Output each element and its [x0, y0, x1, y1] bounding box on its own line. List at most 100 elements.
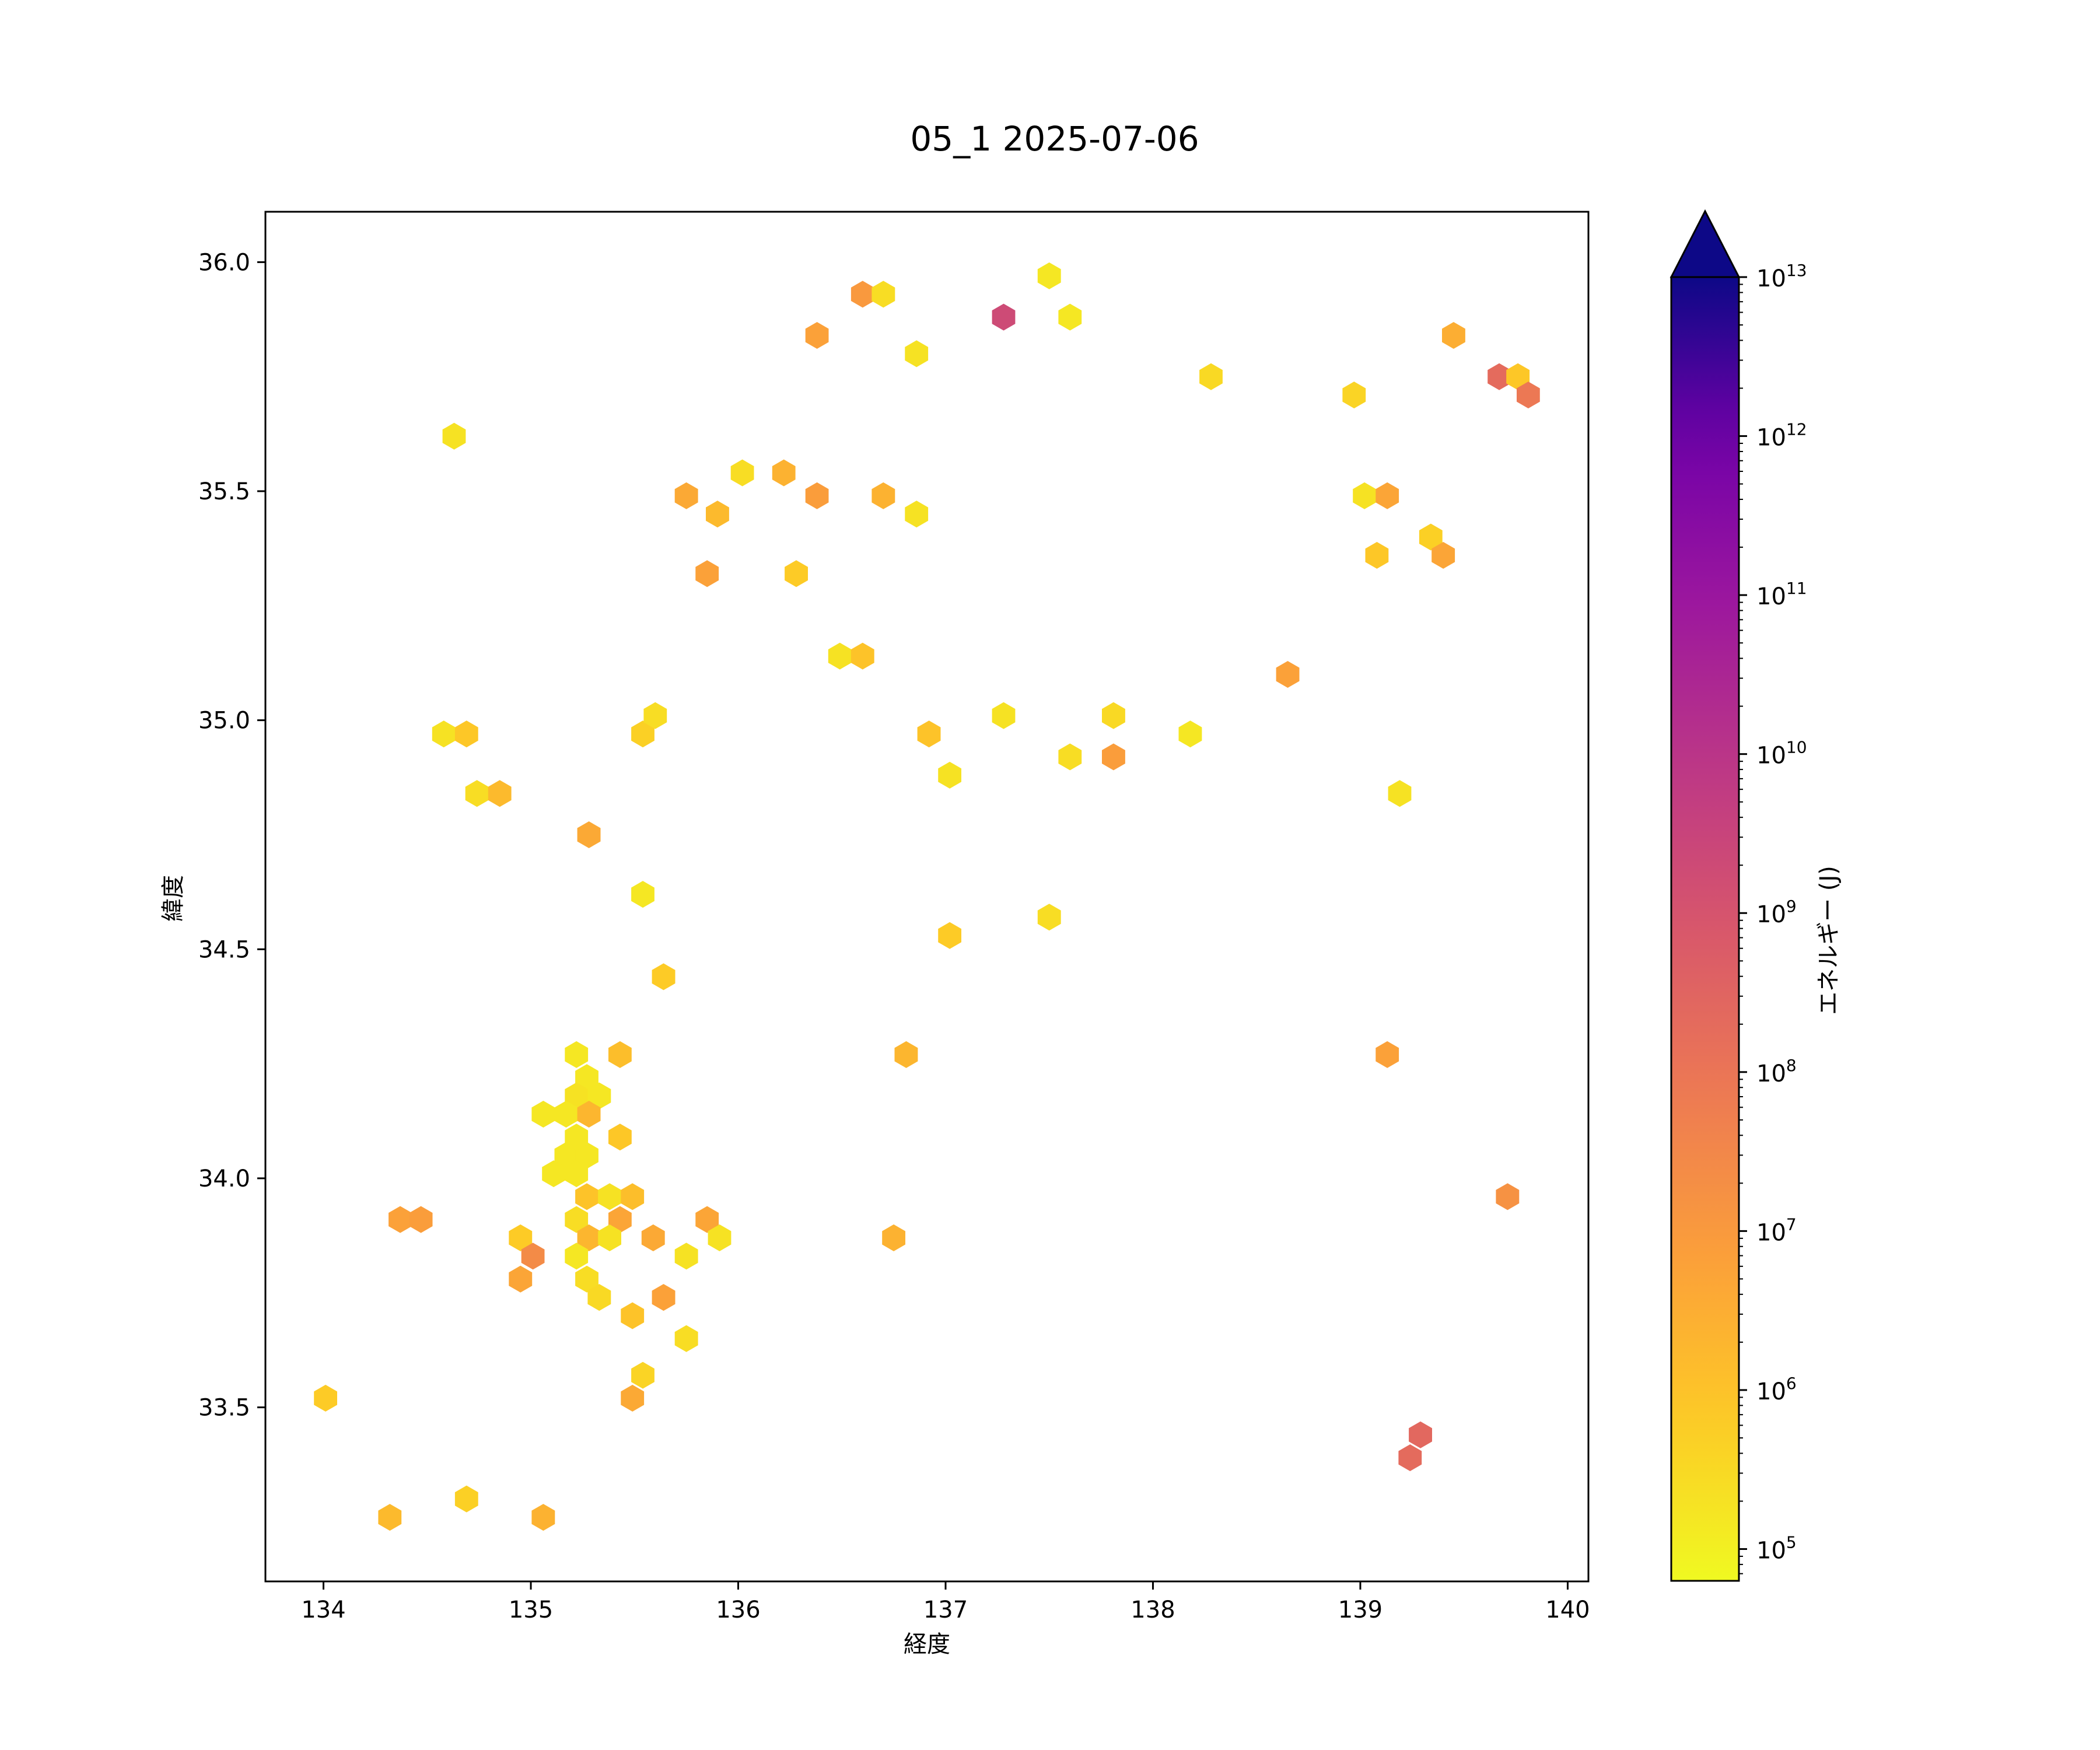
hexbin-cell — [608, 1041, 632, 1068]
hexbin-cell — [1178, 720, 1202, 748]
hexbin-cell — [575, 1265, 598, 1293]
y-tick-label: 35.0 — [198, 708, 250, 734]
hexbin-cell — [1365, 542, 1389, 569]
colorbar-gradient — [1670, 276, 1740, 1582]
hexbin-cell — [531, 1504, 555, 1531]
hexbin-cell — [785, 560, 808, 587]
hexbin-cell — [565, 1082, 589, 1110]
hexbin-cell — [554, 1142, 578, 1169]
x-axis-label: 経度 — [904, 1631, 950, 1658]
hexbin-cell — [641, 1224, 665, 1251]
hexbin-cell — [905, 340, 929, 368]
hexbin-cell — [531, 1101, 555, 1128]
hexbin-cell — [608, 1124, 632, 1151]
hexbin-cell — [378, 1504, 402, 1531]
hexbin-cell — [1376, 482, 1399, 509]
hexbin-cell — [1506, 363, 1530, 390]
y-tick-label: 33.5 — [198, 1395, 250, 1422]
hexbin-cell — [882, 1224, 905, 1251]
hexbin-cell — [465, 780, 489, 807]
hexbin-cell — [565, 1124, 589, 1151]
hexbin-cell — [432, 720, 456, 748]
hexbin-cell — [1398, 1444, 1422, 1471]
hexbin-cell — [598, 1224, 621, 1251]
hexbin-cell — [917, 720, 941, 748]
hexbin-cell — [772, 459, 796, 487]
colorbar-tick-label: 107 — [1756, 1214, 1797, 1246]
hexbin-cell — [621, 1384, 645, 1412]
hexbin-cell — [992, 702, 1016, 729]
chart-title: 05_1 2025-07-06 — [910, 119, 1199, 159]
y-axis-label: 緯度 — [160, 875, 187, 922]
hexbin-cell — [1388, 780, 1412, 807]
hexbin-cell — [1037, 262, 1061, 289]
hexbin-cell — [706, 501, 729, 528]
hexbin-cell — [1376, 1041, 1399, 1068]
x-axis: 134 135 136 137 138 139 140 — [301, 1581, 1590, 1623]
x-tick-label: 138 — [1130, 1597, 1175, 1623]
hexbin-cell — [643, 702, 667, 729]
hexbin-cell — [1199, 363, 1223, 390]
x-tick-label: 137 — [923, 1597, 968, 1623]
hexbin-cell — [1342, 382, 1366, 409]
hexbin-cell — [1432, 542, 1455, 569]
colorbar: 105 106 107 108 109 1010 1011 1012 1013 エネルギー (J… — [1670, 209, 1842, 1582]
hexbin-cell — [565, 1206, 589, 1233]
hexbin-cell — [454, 1485, 478, 1513]
hexbin-cell — [454, 720, 478, 748]
hexbin-cell — [695, 560, 719, 587]
x-tick-label: 140 — [1545, 1597, 1590, 1623]
y-tick-label: 35.5 — [198, 478, 250, 505]
hexbin-cell — [695, 1206, 719, 1233]
hexbin-cell — [1037, 904, 1061, 931]
hexbin-cell — [587, 1082, 611, 1110]
hexbin-cell — [805, 482, 829, 509]
hexbin-cell — [631, 720, 654, 748]
hexbin-cell — [1496, 1183, 1520, 1210]
hexbin-cell — [509, 1265, 533, 1293]
hexbin-cell — [1058, 743, 1082, 771]
hexbin-cell — [509, 1224, 533, 1251]
x-tick-label: 136 — [716, 1597, 760, 1623]
x-tick-label: 135 — [509, 1597, 553, 1623]
colorbar-tick-label: 109 — [1756, 897, 1797, 928]
hexbin-cell — [1058, 303, 1082, 331]
colorbar-tick-label: 105 — [1756, 1532, 1797, 1564]
hexbin-cell — [409, 1206, 433, 1233]
colorbar-tick-label: 1013 — [1756, 261, 1807, 292]
y-tick-label: 34.0 — [198, 1166, 250, 1192]
hexbin-cell — [631, 1362, 654, 1389]
hexbin-cell — [575, 1064, 598, 1091]
hexbin-cell — [674, 1242, 698, 1270]
hexbin-cell — [575, 1142, 598, 1169]
hexbin-cell — [674, 1325, 698, 1352]
hexbin-cell — [850, 281, 874, 308]
hexbin-cell — [488, 780, 512, 807]
hexbin-cell — [938, 761, 961, 789]
hexbin-cells — [314, 262, 1540, 1531]
hexbin-cell — [565, 1160, 589, 1188]
hexbin-cell — [575, 1183, 598, 1210]
hexbin-cell — [542, 1160, 565, 1188]
x-tick-label: 139 — [1338, 1597, 1382, 1623]
hexbin-cell — [1409, 1421, 1432, 1448]
hexbin-cell — [828, 642, 852, 670]
hexbin-cell — [1276, 661, 1300, 688]
plot-area — [264, 211, 1590, 1583]
colorbar-extend-arrow — [1670, 209, 1741, 278]
colorbar-ticks: 105 106 107 108 109 1010 1011 1012 1013 — [1739, 261, 1807, 1574]
hexbin-cell — [1419, 523, 1443, 551]
y-tick-label: 36.0 — [198, 249, 250, 276]
colorbar-tick-label: 1010 — [1756, 738, 1807, 769]
colorbar-tick-label: 1012 — [1756, 420, 1807, 452]
hexbin-cell — [388, 1206, 412, 1233]
hexbin-cell — [1517, 382, 1540, 409]
hexbin-cell — [587, 1284, 611, 1311]
hexbin-cell — [608, 1206, 632, 1233]
y-axis: 33.5 34.0 34.5 35.0 35.5 36.0 — [198, 249, 265, 1422]
colorbar-label: エネルギー (J) — [1815, 866, 1842, 1015]
hexbin-cell — [565, 1242, 589, 1270]
hexbin-cell — [850, 642, 874, 670]
hexbin-cell — [598, 1183, 621, 1210]
colorbar-tick-label: 1011 — [1756, 579, 1807, 610]
